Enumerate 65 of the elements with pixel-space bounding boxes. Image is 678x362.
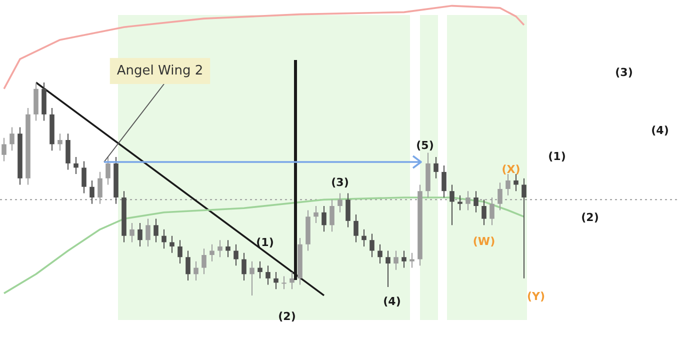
annotation: (4) — [383, 294, 401, 308]
candlestick — [106, 156, 110, 186]
candlestick — [378, 244, 382, 264]
candlestick — [290, 272, 294, 290]
candlestick — [66, 133, 70, 170]
candlestick — [394, 250, 398, 270]
candlestick — [218, 240, 222, 258]
candlestick — [242, 252, 246, 282]
candlestick — [234, 244, 238, 266]
candlestick — [434, 156, 438, 179]
candlestick — [346, 192, 350, 228]
candlestick — [514, 174, 518, 192]
candlestick — [82, 160, 86, 194]
candlestick — [58, 133, 62, 152]
candlestick — [330, 199, 334, 232]
candlestick — [458, 194, 462, 211]
candlestick — [138, 222, 142, 247]
candlestick — [154, 218, 158, 243]
text: (2) — [278, 310, 296, 323]
text: (1) — [548, 150, 566, 163]
candlestick — [370, 233, 374, 258]
candlestick — [282, 276, 286, 290]
candlestick — [442, 165, 446, 198]
annotation: (3) — [331, 176, 349, 189]
candlestick — [314, 206, 318, 224]
candlestick — [322, 206, 326, 232]
candlestick — [194, 260, 198, 282]
candlestick — [170, 235, 174, 254]
candlestick — [410, 252, 414, 268]
text: Angel Wing 2 — [116, 63, 204, 78]
candlestick — [90, 180, 94, 204]
candlestick — [2, 137, 6, 162]
annotation: (X) — [502, 162, 520, 176]
annotation: (W) — [472, 234, 496, 248]
candlestick — [274, 272, 278, 290]
candlestick — [402, 250, 406, 268]
candlestick — [146, 218, 150, 247]
candlestick — [226, 240, 230, 258]
text: (2) — [581, 210, 599, 224]
candlestick — [74, 156, 78, 175]
candlestick — [450, 184, 454, 226]
candlestick — [186, 250, 190, 282]
candlestick — [362, 228, 366, 247]
candlestick — [506, 174, 510, 196]
candlestick — [386, 250, 390, 288]
candlestick — [250, 260, 254, 296]
candlestick — [10, 126, 14, 152]
candlestick — [258, 260, 262, 279]
candlestick — [474, 190, 478, 213]
candlestick — [178, 240, 182, 264]
annotation: (Y) — [526, 290, 546, 303]
candlestick — [162, 228, 166, 250]
annotation: (1) — [256, 236, 274, 249]
text: (4) — [651, 124, 669, 137]
candlestick — [266, 265, 270, 286]
candlestick — [466, 190, 470, 211]
candlestick — [210, 244, 214, 262]
text: (3) — [615, 66, 633, 79]
candlestick — [354, 214, 358, 243]
candlestick — [522, 178, 526, 279]
annotation: (5) — [416, 138, 434, 152]
candlestick — [130, 222, 134, 243]
candlestick — [202, 248, 206, 275]
candlestick — [338, 192, 342, 213]
candlestick — [482, 199, 486, 226]
